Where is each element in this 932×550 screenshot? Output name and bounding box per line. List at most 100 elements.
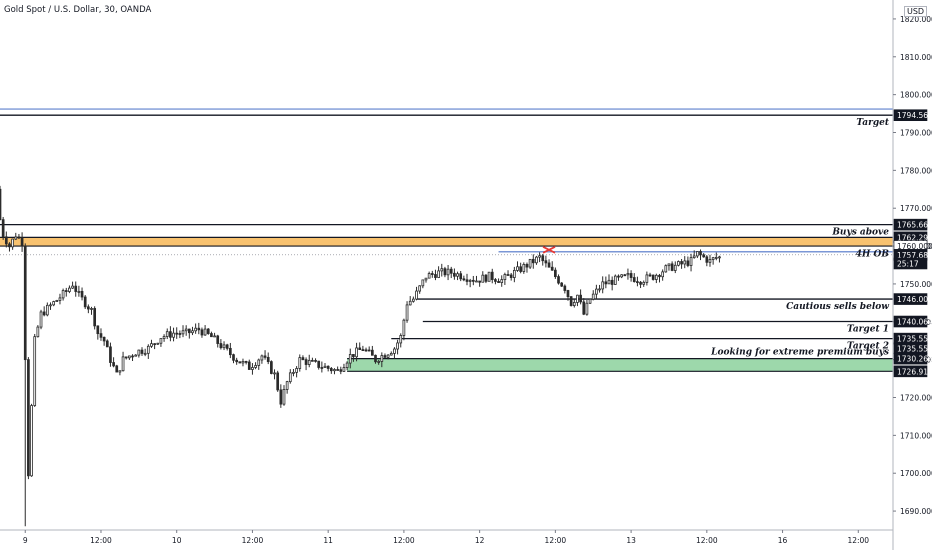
candle-body bbox=[191, 330, 194, 334]
level-price-label-4: 1735.554 bbox=[897, 335, 932, 344]
candle-body bbox=[27, 359, 30, 477]
candle-body bbox=[194, 327, 197, 332]
candle-body bbox=[355, 347, 358, 358]
candle-body bbox=[33, 336, 37, 406]
candle-body bbox=[579, 294, 582, 303]
candle-body bbox=[348, 354, 352, 364]
candle-body bbox=[364, 349, 368, 352]
candle-body bbox=[339, 369, 343, 372]
candle-body bbox=[20, 237, 24, 247]
candle-body bbox=[128, 355, 131, 359]
candle-body bbox=[446, 268, 450, 276]
candle-body bbox=[525, 264, 529, 268]
candle-body bbox=[74, 285, 78, 292]
y-tick-label: 1720.000 bbox=[900, 394, 932, 403]
candle-body bbox=[323, 365, 327, 368]
candle-body bbox=[263, 355, 267, 358]
candle-body bbox=[696, 251, 699, 257]
price-label-3-box bbox=[893, 257, 928, 270]
candle-body bbox=[276, 372, 280, 391]
candle-body bbox=[118, 370, 122, 373]
candle-body bbox=[582, 301, 586, 315]
candle-body bbox=[266, 356, 270, 363]
x-tick-label: 12 bbox=[475, 536, 485, 545]
candle-body bbox=[427, 273, 431, 279]
y-tick-label: 1710.000 bbox=[900, 431, 932, 440]
candle-body bbox=[512, 270, 516, 278]
y-tick-label: 1690.000 bbox=[900, 507, 932, 516]
candle-body bbox=[595, 288, 598, 295]
candle-body bbox=[497, 281, 500, 283]
candle-body bbox=[718, 256, 721, 259]
candle-body bbox=[320, 367, 324, 369]
level-price-label-1: 1765.660 bbox=[897, 221, 932, 230]
candle-body bbox=[169, 331, 172, 338]
candle-body bbox=[617, 275, 620, 278]
candle-body bbox=[159, 338, 163, 344]
candle-body bbox=[383, 355, 387, 358]
level-label-3: Target 1 bbox=[847, 325, 889, 335]
price-label-1: 1760.000 bbox=[897, 242, 932, 251]
candle-body bbox=[219, 343, 223, 349]
x-tick-label: 10 bbox=[172, 536, 182, 545]
candle-body bbox=[203, 328, 207, 336]
candle-body bbox=[585, 302, 589, 315]
zone-1 bbox=[347, 358, 893, 372]
candle-body bbox=[610, 279, 614, 285]
candle-body bbox=[49, 304, 52, 307]
candle-body bbox=[213, 335, 216, 338]
candle-body bbox=[342, 367, 346, 372]
candle-body bbox=[468, 279, 472, 282]
level-label-0: Target bbox=[856, 118, 889, 128]
candle-body bbox=[39, 311, 43, 328]
candle-body bbox=[4, 236, 8, 245]
candle-body bbox=[481, 274, 485, 283]
candle-body bbox=[598, 288, 601, 291]
candle-body bbox=[115, 365, 119, 373]
candle-body bbox=[304, 359, 308, 365]
level-price-label-3: 1740.069 bbox=[897, 318, 932, 327]
candle-body bbox=[601, 281, 605, 290]
y-tick-label: 1700.000 bbox=[900, 469, 932, 478]
currency-button[interactable]: USD bbox=[904, 6, 928, 17]
candle-body bbox=[519, 266, 523, 272]
candle-body bbox=[569, 296, 573, 306]
candle-body bbox=[591, 293, 595, 300]
level-price-label-0-box bbox=[893, 109, 928, 122]
candle-body bbox=[632, 277, 636, 283]
candle-body bbox=[560, 282, 564, 287]
x-tick-label: 13 bbox=[626, 536, 636, 545]
level-label-2: Cautious sells below bbox=[786, 302, 889, 312]
candle-body bbox=[374, 354, 377, 363]
candle-body bbox=[178, 333, 182, 335]
candle-body bbox=[516, 266, 519, 271]
candle-body bbox=[714, 256, 718, 259]
candle-body bbox=[254, 365, 257, 368]
candle-body bbox=[90, 308, 93, 310]
candle-body bbox=[471, 279, 475, 282]
candle-body bbox=[260, 355, 264, 361]
candle-body bbox=[187, 328, 191, 334]
level-label-1: Buys above bbox=[831, 228, 889, 238]
candle-body bbox=[453, 272, 456, 277]
candle-body bbox=[68, 287, 71, 292]
candle-body bbox=[670, 263, 674, 271]
candle-body bbox=[71, 285, 74, 289]
candle-body bbox=[440, 268, 444, 272]
candle-body bbox=[229, 347, 232, 356]
candle-body bbox=[443, 268, 447, 276]
candle-body bbox=[506, 274, 510, 276]
candles bbox=[0, 185, 721, 527]
candle-body bbox=[58, 297, 62, 301]
candle-body bbox=[361, 349, 365, 351]
candle-body bbox=[437, 270, 440, 278]
candle-body bbox=[415, 290, 418, 300]
candle-body bbox=[557, 276, 560, 284]
candle-body bbox=[465, 279, 469, 282]
y-tick-label: 1780.000 bbox=[900, 166, 932, 175]
candle-body bbox=[175, 332, 179, 335]
candle-body bbox=[673, 264, 677, 271]
candle-body bbox=[311, 359, 314, 362]
candle-body bbox=[462, 278, 466, 281]
